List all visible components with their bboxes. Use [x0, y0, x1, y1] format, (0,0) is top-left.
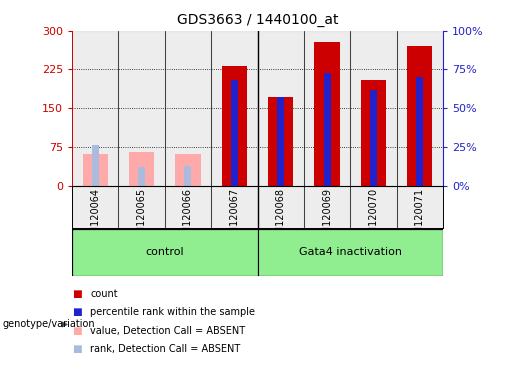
Bar	[92, 146, 99, 186]
Bar	[268, 97, 294, 186]
Bar	[118, 186, 165, 228]
Bar	[360, 80, 386, 186]
Bar	[138, 167, 145, 186]
Bar	[231, 80, 238, 186]
Bar	[82, 154, 108, 186]
Bar	[175, 154, 201, 186]
Bar	[258, 186, 304, 228]
Bar	[416, 77, 423, 186]
Bar	[277, 98, 284, 186]
Text: ■: ■	[72, 289, 82, 299]
Text: ■: ■	[72, 307, 82, 317]
Bar	[129, 152, 154, 186]
Text: GSM120067: GSM120067	[229, 188, 239, 247]
Bar	[118, 31, 165, 186]
Text: rank, Detection Call = ABSENT: rank, Detection Call = ABSENT	[90, 344, 241, 354]
Text: Gata4 inactivation: Gata4 inactivation	[299, 247, 402, 257]
Text: GSM120066: GSM120066	[183, 188, 193, 247]
Text: GSM120071: GSM120071	[415, 188, 425, 247]
Bar	[350, 186, 397, 228]
Text: value, Detection Call = ABSENT: value, Detection Call = ABSENT	[90, 326, 245, 336]
Text: control: control	[146, 247, 184, 257]
Title: GDS3663 / 1440100_at: GDS3663 / 1440100_at	[177, 13, 338, 27]
Text: GSM120070: GSM120070	[368, 188, 379, 247]
Text: count: count	[90, 289, 118, 299]
Text: percentile rank within the sample: percentile rank within the sample	[90, 307, 255, 317]
Bar	[304, 186, 350, 228]
Bar	[407, 46, 433, 186]
FancyBboxPatch shape	[72, 229, 258, 275]
Bar	[397, 31, 443, 186]
Bar	[211, 186, 258, 228]
Bar	[211, 31, 258, 186]
Bar	[304, 31, 350, 186]
Text: GSM120069: GSM120069	[322, 188, 332, 247]
Bar	[184, 166, 192, 186]
Text: genotype/variation: genotype/variation	[3, 319, 95, 329]
Bar	[72, 186, 118, 228]
Text: GSM120064: GSM120064	[90, 188, 100, 247]
FancyBboxPatch shape	[258, 229, 443, 275]
Bar	[258, 31, 304, 186]
Bar	[165, 31, 211, 186]
Text: ■: ■	[72, 326, 82, 336]
Text: GSM120068: GSM120068	[276, 188, 286, 247]
Text: GSM120065: GSM120065	[136, 188, 147, 247]
Bar	[165, 186, 211, 228]
Bar	[314, 42, 340, 186]
Text: ■: ■	[72, 344, 82, 354]
Bar	[221, 66, 247, 186]
Bar	[350, 31, 397, 186]
Bar	[397, 186, 443, 228]
Bar	[72, 31, 118, 186]
Bar	[370, 89, 377, 186]
Bar	[323, 73, 331, 186]
